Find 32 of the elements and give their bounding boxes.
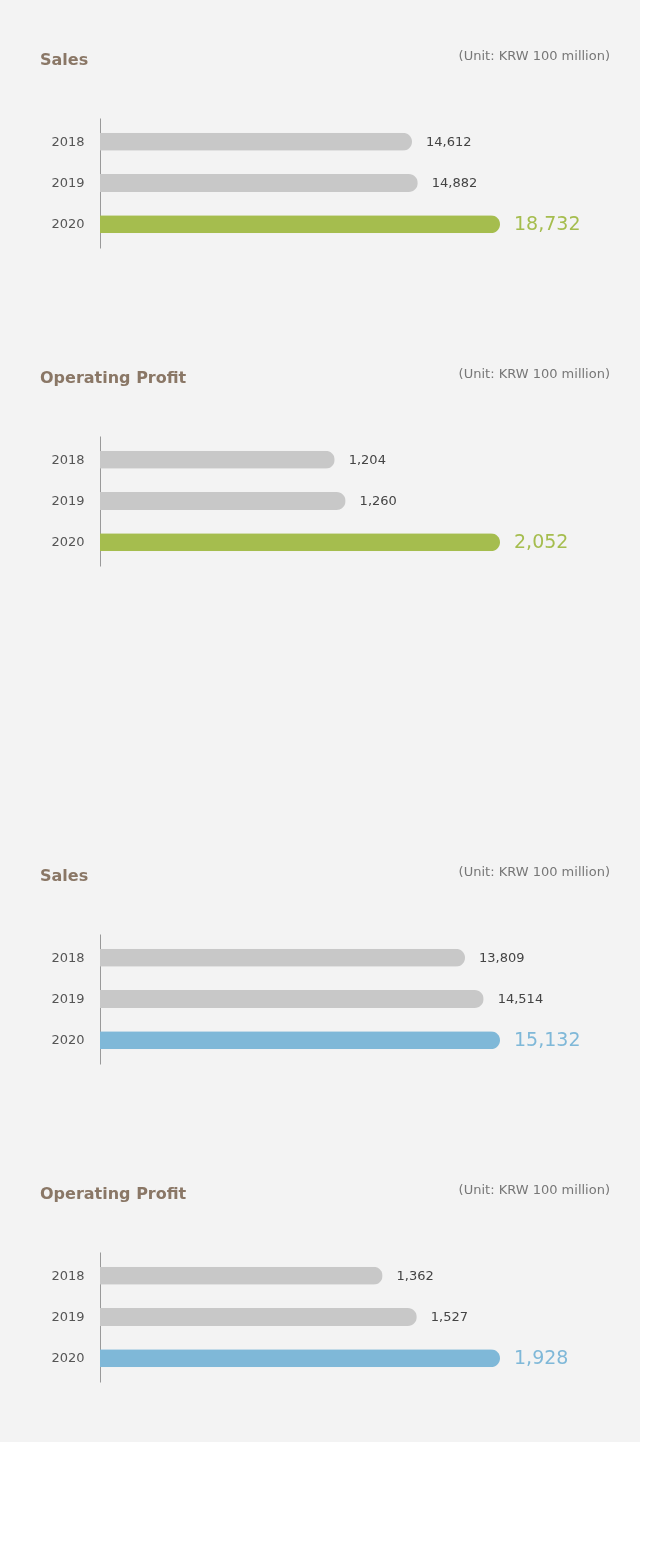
chart-title: Sales [40, 50, 89, 69]
data-label: 1,204 [348, 451, 386, 467]
y-tick-label: 2019 [51, 991, 85, 1006]
chart-title: Operating Profit [40, 368, 187, 387]
text: (Unit: KRW 100 million) [458, 366, 610, 381]
y-tick-label: 2018 [51, 133, 85, 149]
y-tick-label: 2020 [51, 534, 85, 550]
y-tick-label: 2019 [51, 175, 85, 190]
chart-title: Sales [40, 866, 89, 885]
data-label: 1,928 [514, 1346, 569, 1369]
y-tick-label: 2018 [51, 451, 85, 467]
text: (Unit: KRW 100 million) [458, 864, 610, 879]
data-label: 2,052 [514, 530, 569, 553]
data-label: 14,882 [431, 175, 478, 190]
y-tick-label: 2020 [51, 216, 85, 232]
data-label: 18,732 [514, 212, 581, 235]
y-tick-label: 2020 [51, 1032, 85, 1048]
data-label: 1,260 [359, 493, 397, 508]
chart-title: Operating Profit [40, 1184, 187, 1203]
data-label: 1,362 [396, 1267, 434, 1283]
y-tick-label: 2020 [51, 1350, 85, 1366]
data-label: 14,514 [497, 991, 544, 1006]
y-tick-label: 2018 [51, 1267, 85, 1283]
text: (Unit: KRW 100 million) [458, 48, 610, 63]
y-tick-label: 2019 [51, 493, 85, 508]
data-label: 13,809 [479, 949, 525, 965]
text: (Unit: KRW 100 million) [458, 1182, 610, 1197]
data-label: 14,612 [426, 133, 472, 149]
data-label: 15,132 [514, 1028, 581, 1051]
y-tick-label: 2019 [51, 1309, 85, 1324]
data-label: 1,527 [430, 1309, 469, 1324]
y-tick-label: 2018 [51, 949, 85, 965]
